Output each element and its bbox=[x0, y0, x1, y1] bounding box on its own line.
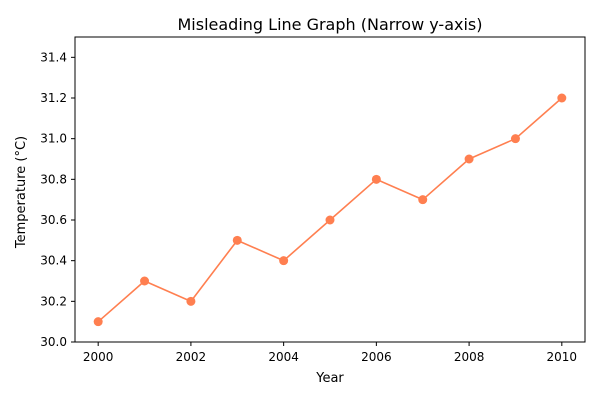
chart-title: Misleading Line Graph (Narrow y-axis) bbox=[177, 15, 482, 34]
y-tick-label: 31.0 bbox=[40, 132, 67, 146]
x-tick-label: 2008 bbox=[454, 350, 485, 364]
y-tick-label: 31.4 bbox=[40, 50, 67, 64]
y-axis-ticks: 30.0 30.2 30.4 30.6 30.8 31.0 31.2 31.4 bbox=[40, 50, 75, 349]
axes-frame bbox=[74, 36, 586, 343]
x-tick-label: 2000 bbox=[83, 350, 114, 364]
y-tick-label: 30.6 bbox=[40, 213, 67, 227]
y-tick-label: 31.2 bbox=[40, 91, 67, 105]
data-point bbox=[418, 195, 428, 205]
data-point bbox=[93, 317, 103, 327]
y-axis-label: Temperature (°C) bbox=[14, 136, 29, 249]
data-point bbox=[371, 174, 381, 184]
data-point bbox=[279, 256, 289, 266]
data-point bbox=[232, 235, 242, 245]
data-point bbox=[557, 93, 567, 103]
x-axis-ticks: 2000 2002 2004 2006 2008 2010 bbox=[83, 342, 577, 364]
plot-area bbox=[74, 36, 586, 343]
y-tick-label: 30.4 bbox=[40, 254, 67, 268]
x-tick-label: 2002 bbox=[176, 350, 207, 364]
x-tick-label: 2006 bbox=[361, 350, 392, 364]
y-tick-label: 30.2 bbox=[40, 294, 67, 308]
y-tick-label: 30.0 bbox=[40, 335, 67, 349]
x-tick-label: 2010 bbox=[547, 350, 578, 364]
data-point bbox=[510, 134, 520, 144]
y-tick-label: 30.8 bbox=[40, 172, 67, 186]
data-point bbox=[464, 154, 474, 164]
data-point bbox=[325, 215, 335, 225]
data-point bbox=[140, 276, 150, 286]
data-point bbox=[186, 296, 196, 306]
x-tick-label: 2004 bbox=[268, 350, 299, 364]
x-axis-label: Year bbox=[315, 371, 344, 386]
series-layer bbox=[93, 93, 567, 327]
